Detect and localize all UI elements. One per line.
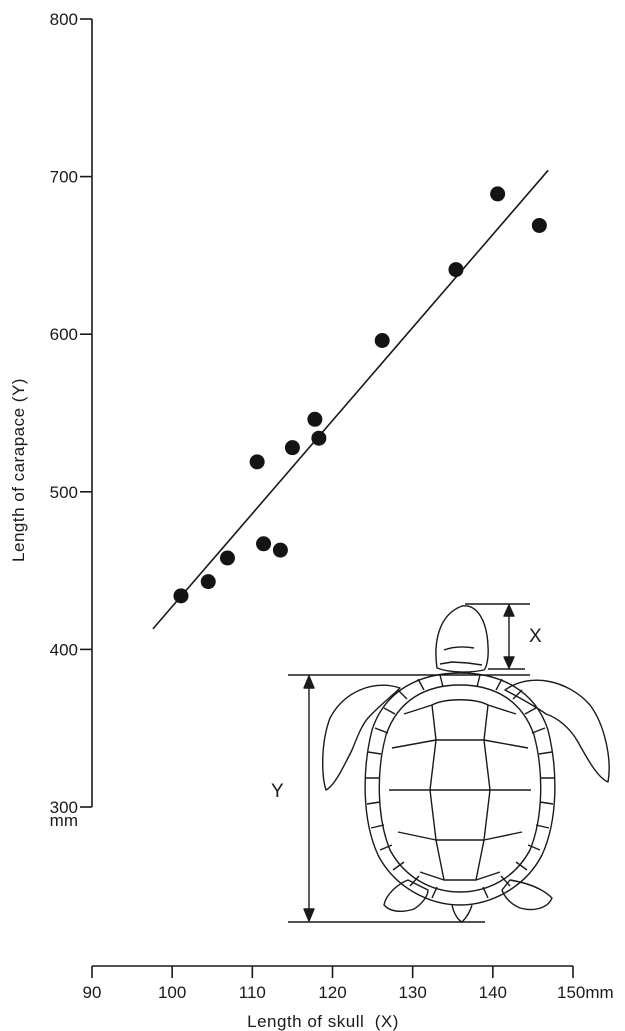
- data-point-13: [531, 217, 547, 233]
- turtle-head: [435, 605, 489, 673]
- x-dimension-arrow-up: [503, 604, 515, 617]
- x-tick-label-140: 140: [479, 983, 507, 1002]
- inset-y-label: Y: [271, 781, 284, 802]
- turtle-vertebral-scutes: [429, 699, 491, 881]
- y-dimension-arrow-down: [303, 908, 315, 922]
- data-point-9: [311, 430, 327, 446]
- y-tick-label-600: 600: [50, 325, 78, 344]
- trend-line: [152, 169, 549, 630]
- turtle-marginal-scutes: [366, 674, 554, 899]
- y-tick-label-300: 300: [50, 798, 78, 817]
- turtle-shell-outer: [364, 672, 556, 906]
- y-dimension-arrow-up: [303, 675, 315, 689]
- inset-x-label: X: [529, 626, 542, 647]
- trend-line-group: [152, 169, 549, 630]
- x-tick-label-150: 150mm: [557, 983, 614, 1002]
- y-tick-unit-300: mm: [50, 811, 78, 830]
- turtle-right-rear-flipper: [501, 879, 553, 911]
- data-point-5: [256, 536, 272, 552]
- turtle-shell-inner: [378, 684, 542, 893]
- turtle-costal-scutes: [389, 704, 531, 881]
- data-point-3: [219, 550, 235, 566]
- y-axis-title: Length of carapace (Y): [9, 378, 28, 562]
- x-dimension-arrow-down: [503, 656, 515, 669]
- data-points: [173, 186, 547, 604]
- data-point-2: [200, 574, 216, 590]
- x-axis-title: Length of skull (X): [247, 1012, 399, 1031]
- turtle-right-flipper: [504, 679, 610, 783]
- x-tick-label-100: 100: [158, 983, 186, 1002]
- x-tick-label-110: 110: [239, 983, 266, 1002]
- y-tick-label-500: 500: [50, 483, 78, 502]
- x-tick-label-130: 130: [398, 983, 426, 1002]
- x-tick-label-120: 120: [318, 983, 346, 1002]
- turtle-diagram: [288, 603, 610, 923]
- x-tick-label-90: 90: [83, 983, 102, 1002]
- data-point-10: [374, 333, 390, 349]
- turtle-left-flipper: [322, 684, 401, 791]
- data-point-11: [448, 262, 464, 278]
- data-point-1: [173, 588, 189, 604]
- turtle-head-scales: [439, 646, 483, 666]
- y-tick-label-700: 700: [50, 168, 78, 187]
- data-point-8: [307, 411, 323, 427]
- data-point-7: [284, 440, 300, 456]
- turtle-tail: [451, 904, 473, 923]
- data-point-4: [249, 454, 265, 470]
- y-tick-label-400: 400: [50, 640, 78, 659]
- y-tick-label-800: 800: [50, 10, 78, 29]
- data-point-6: [272, 542, 288, 558]
- data-point-12: [490, 186, 506, 202]
